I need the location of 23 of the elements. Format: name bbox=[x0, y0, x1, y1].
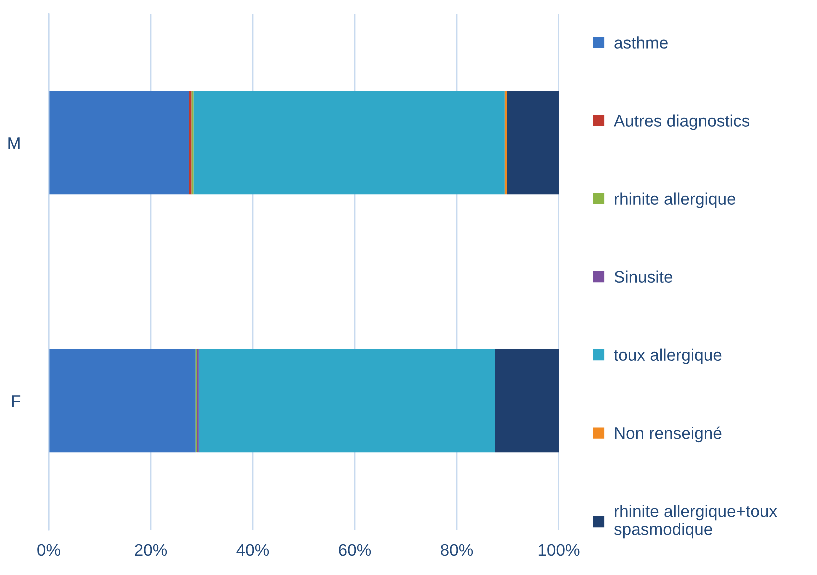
bar bbox=[504, 91, 508, 195]
y-tick-label: F bbox=[12, 396, 21, 408]
x-tick-label: 80% bbox=[441, 544, 474, 556]
x-tick-label: 20% bbox=[135, 544, 168, 556]
legend-label: rhinite allergique+toux spasmodique bbox=[614, 505, 778, 539]
legend-label: asthme bbox=[614, 36, 668, 49]
x-tick-label: 100% bbox=[538, 544, 580, 556]
x-tick-label: 0% bbox=[38, 544, 60, 556]
x-tick-label: 40% bbox=[236, 544, 270, 556]
legend-label: toux allergique bbox=[614, 348, 722, 364]
bar bbox=[189, 91, 192, 195]
y-tick-label: M bbox=[8, 138, 20, 150]
legend-label: Autres diagnostics bbox=[614, 114, 750, 130]
legend-label: rhinite allergique bbox=[615, 192, 736, 208]
bar bbox=[495, 349, 559, 453]
bar bbox=[507, 91, 559, 195]
bar bbox=[49, 349, 196, 453]
bar bbox=[198, 349, 496, 453]
bar bbox=[49, 91, 190, 195]
legend-label: Non renseigné bbox=[615, 426, 722, 443]
bar bbox=[194, 91, 505, 195]
x-tick-label: 60% bbox=[339, 544, 372, 556]
legend-label: Sinusite bbox=[614, 270, 673, 284]
